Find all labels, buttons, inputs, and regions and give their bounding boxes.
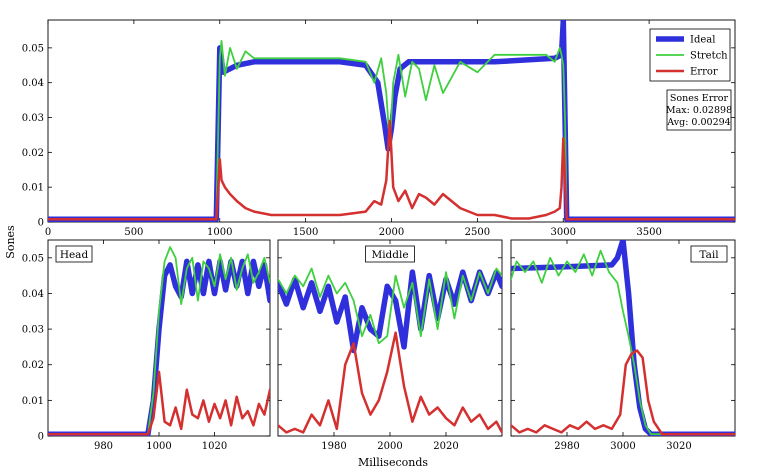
x-tick-label: 2500 bbox=[465, 227, 490, 238]
y-tick-label: 0.03 bbox=[22, 325, 44, 336]
x-tick-label: 3000 bbox=[551, 227, 576, 238]
y-tick-label: 0.05 bbox=[22, 43, 44, 54]
chart-head: 980 1000 1020 0 0.01 0.02 0.03 0.04 0.05 Head bbox=[22, 239, 271, 452]
x-tick-label: 3020 bbox=[666, 441, 691, 452]
x-tick-label: 3000 bbox=[610, 441, 635, 452]
x-tick-label: 2980 bbox=[554, 441, 579, 452]
panel-label: Head bbox=[60, 249, 89, 261]
x-tick-label: 1020 bbox=[202, 441, 227, 452]
x-tick-label: 980 bbox=[94, 441, 113, 452]
series-line-ideal bbox=[511, 240, 735, 436]
series-line-stretch bbox=[511, 249, 735, 436]
x-tick-label: 1980 bbox=[321, 441, 346, 452]
series-group bbox=[48, 246, 270, 436]
y-tick-label: 0.01 bbox=[22, 396, 44, 407]
x-tick-label: 0 bbox=[45, 227, 51, 238]
x-tick-label: 2000 bbox=[379, 227, 404, 238]
series-group bbox=[511, 240, 735, 436]
y-tick-label: 0.04 bbox=[22, 289, 44, 300]
x-tick-label: 2020 bbox=[433, 441, 458, 452]
x-tick-label: 1500 bbox=[293, 227, 318, 238]
y-tick-label: 0.04 bbox=[22, 78, 44, 89]
series-line-error bbox=[511, 349, 735, 436]
series-line-stretch bbox=[278, 267, 502, 345]
y-tick-label: 0.02 bbox=[22, 360, 44, 371]
panel-label: Middle bbox=[371, 249, 408, 261]
legend-label-ideal: Ideal bbox=[690, 35, 715, 46]
x-tick-label: 1000 bbox=[146, 441, 171, 452]
series-group bbox=[278, 267, 502, 434]
y-axis-label: Sones bbox=[4, 225, 17, 259]
y-tick-label: 0.02 bbox=[22, 148, 44, 159]
series-line-stretch bbox=[48, 246, 270, 436]
x-tick-label: 3500 bbox=[636, 227, 661, 238]
series-line-error bbox=[278, 331, 502, 434]
x-tick-label: 2000 bbox=[377, 441, 402, 452]
annotation-line: Sones Error bbox=[670, 93, 729, 104]
x-axis-label: Milliseconds bbox=[358, 456, 428, 469]
chart-middle: 1980 2000 2020 Middle bbox=[277, 239, 503, 452]
y-tick-label: 0.05 bbox=[22, 253, 44, 264]
panel-label-box bbox=[365, 245, 415, 263]
x-tick-label: 500 bbox=[124, 227, 143, 238]
series-line-error bbox=[48, 370, 270, 436]
series-line-error bbox=[48, 119, 735, 221]
panel-label-box bbox=[690, 245, 728, 263]
chart-tail: 2980 3000 3020 Tail bbox=[510, 239, 736, 452]
series-group bbox=[48, 20, 735, 222]
x-tick-label: 1000 bbox=[207, 227, 232, 238]
panels: 0 500 1000 1500 2000 2500 3000 3500 0 0.01 0.02 0.0… bbox=[22, 19, 736, 452]
annotation-box bbox=[666, 89, 732, 131]
y-tick-label: 0 bbox=[38, 218, 44, 229]
series-line-ideal bbox=[48, 258, 270, 436]
series-line-stretch bbox=[48, 40, 735, 221]
legend-label-stretch: Stretch bbox=[690, 51, 728, 62]
panel-label: Tail bbox=[699, 249, 719, 261]
y-tick-label: 0 bbox=[38, 432, 44, 443]
chart-overview: 0 500 1000 1500 2000 2500 3000 3500 0 0.01 0.02 0.0… bbox=[22, 19, 736, 238]
annotation-line: Avg: 0.00294 bbox=[666, 117, 730, 128]
y-tick-label: 0.03 bbox=[22, 113, 44, 124]
y-tick-label: 0.01 bbox=[22, 183, 44, 194]
legend-label-error: Error bbox=[690, 67, 718, 78]
plot-frame bbox=[510, 239, 736, 437]
panel-label-box bbox=[55, 245, 93, 263]
annotation-line: Max: 0.02898 bbox=[666, 105, 732, 116]
